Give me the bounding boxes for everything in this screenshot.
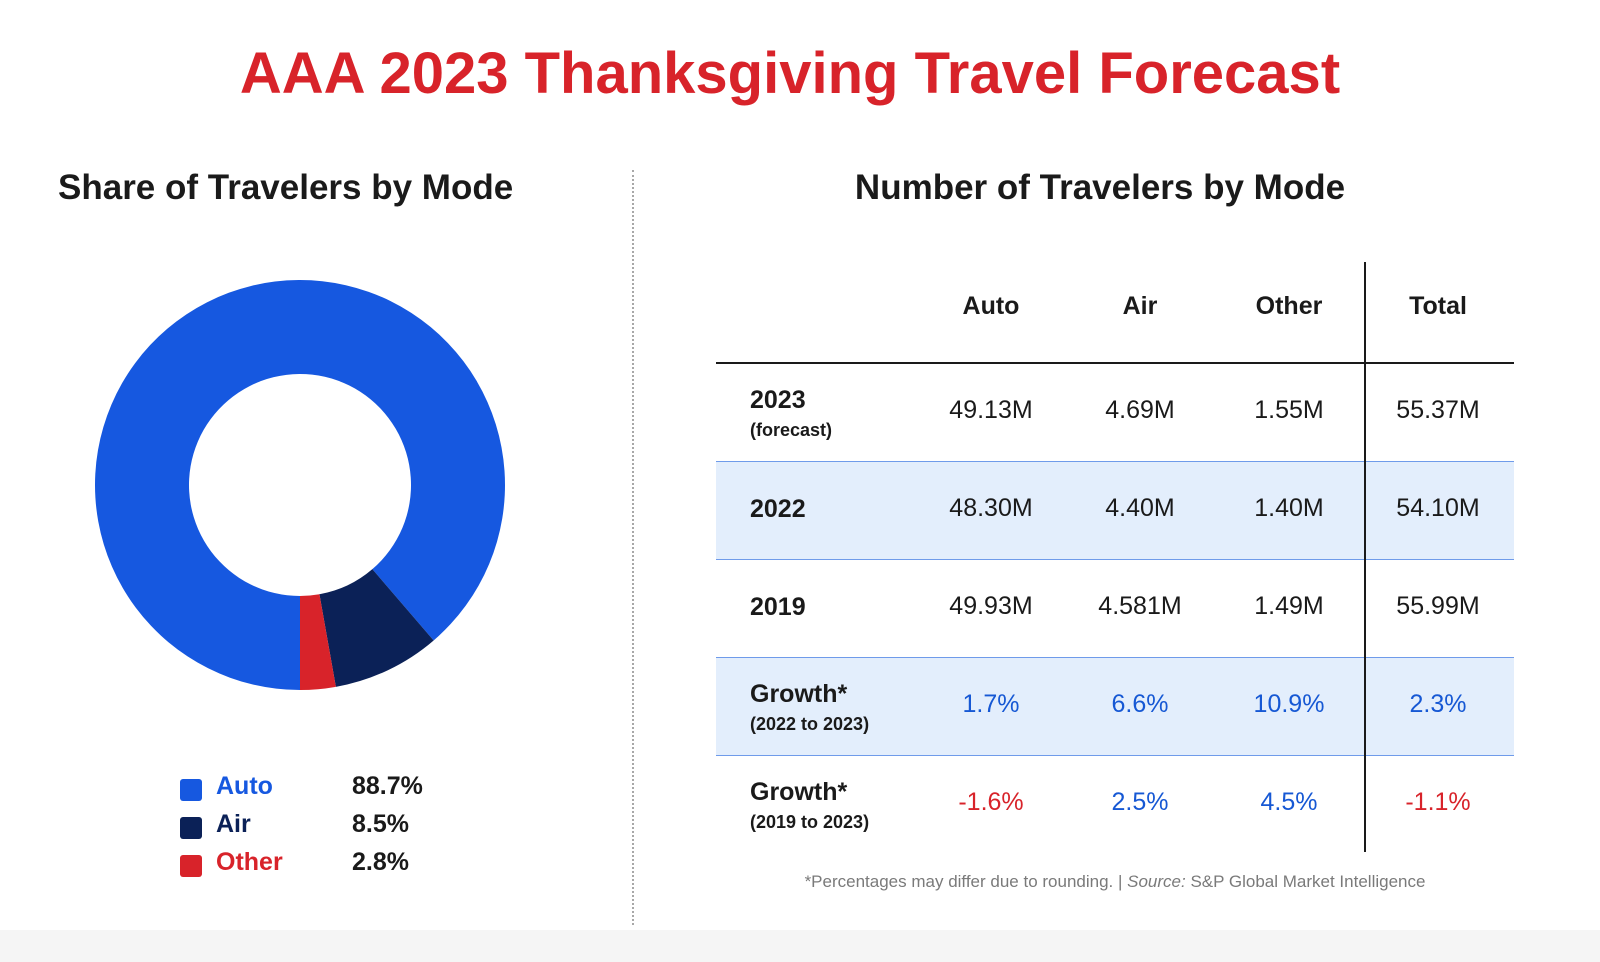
row-label: Growth* — [750, 680, 848, 708]
table-cell: 2.3% — [1409, 690, 1467, 718]
table-row: 2023 (forecast) 49.13M 4.69M 1.55M 55.37M — [716, 364, 1514, 462]
total-column-divider — [1364, 262, 1366, 852]
donut-slice-other — [300, 594, 336, 690]
donut-legend: Auto 88.7% Air 8.5% Other 2.8% — [180, 770, 480, 884]
main-title: AAA 2023 Thanksgiving Travel Forecast — [239, 41, 1341, 106]
table-cell: -1.1% — [1405, 788, 1471, 816]
row-label: Growth* — [750, 778, 848, 806]
table-header-row: Auto Air Other Total — [716, 262, 1514, 364]
footnote-source-label: Source: — [1127, 872, 1186, 891]
row-sublabel: (forecast) — [750, 420, 833, 440]
column-header-air: Air — [1122, 292, 1158, 320]
row-label: 2022 — [750, 495, 806, 523]
column-header-total: Total — [1409, 292, 1467, 320]
table-cell: 1.7% — [962, 690, 1020, 718]
table-cell: 1.55M — [1254, 396, 1324, 424]
table-row: Growth* (2019 to 2023) -1.6% 2.5% 4.5% -1.1% — [716, 756, 1514, 853]
table-cell: 10.9% — [1253, 690, 1325, 718]
table-row: 2019 49.93M 4.581M 1.49M 55.99M — [716, 560, 1514, 658]
share-donut-chart — [94, 279, 505, 690]
legend-label: Air — [216, 810, 251, 838]
legend-label: Other — [216, 848, 283, 876]
legend-swatch — [180, 855, 202, 877]
bottom-band — [0, 930, 1600, 962]
row-label: 2023 — [750, 386, 806, 414]
footnote: *Percentages may differ due to rounding.… — [700, 872, 1530, 892]
table-cell: 4.5% — [1260, 788, 1318, 816]
donut-slice-air — [319, 569, 434, 687]
table-cell: 1.49M — [1254, 592, 1324, 620]
legend-swatch — [180, 817, 202, 839]
row-sublabel: (2022 to 2023) — [750, 714, 870, 734]
legend-value: 8.5% — [352, 810, 409, 838]
donut-chart-title: Share of Travelers by Mode — [58, 168, 514, 207]
table-cell: 2.5% — [1111, 788, 1169, 816]
legend-item-auto: Auto 88.7% — [180, 770, 480, 808]
footnote-source: S&P Global Market Intelligence — [1185, 872, 1426, 891]
row-label: 2019 — [750, 593, 806, 621]
table-cell: 48.30M — [949, 494, 1033, 522]
table-cell: -1.6% — [958, 788, 1024, 816]
table-cell: 49.13M — [949, 396, 1033, 424]
table-cell: 55.37M — [1396, 396, 1480, 424]
travelers-table: Auto Air Other Total 2023 (forecast) 49.13M 4.… — [716, 262, 1514, 853]
column-header-auto: Auto — [962, 292, 1020, 320]
table-title: Number of Travelers by Mode — [854, 168, 1346, 207]
legend-value: 2.8% — [352, 848, 409, 876]
legend-swatch — [180, 779, 202, 801]
footnote-text: *Percentages may differ due to rounding.… — [804, 872, 1128, 891]
table-cell: 4.40M — [1105, 494, 1175, 522]
legend-item-air: Air 8.5% — [180, 808, 480, 846]
table-cell: 4.581M — [1098, 592, 1182, 620]
table-cell: 6.6% — [1111, 690, 1169, 718]
table-row: 2022 48.30M 4.40M 1.40M 54.10M — [716, 462, 1514, 560]
table-row: Growth* (2022 to 2023) 1.7% 6.6% 10.9% 2.3% — [716, 658, 1514, 756]
table-cell: 4.69M — [1105, 396, 1175, 424]
column-header-other: Other — [1255, 292, 1323, 320]
donut-slice-auto — [94, 279, 505, 690]
legend-label: Auto — [216, 772, 273, 800]
table-cell: 1.40M — [1254, 494, 1324, 522]
table-cell: 49.93M — [949, 592, 1033, 620]
legend-value: 88.7% — [352, 772, 423, 800]
table-cell: 55.99M — [1396, 592, 1480, 620]
row-sublabel: (2019 to 2023) — [750, 812, 870, 832]
panel-divider — [632, 170, 634, 925]
legend-item-other: Other 2.8% — [180, 846, 480, 884]
table-cell: 54.10M — [1396, 494, 1480, 522]
